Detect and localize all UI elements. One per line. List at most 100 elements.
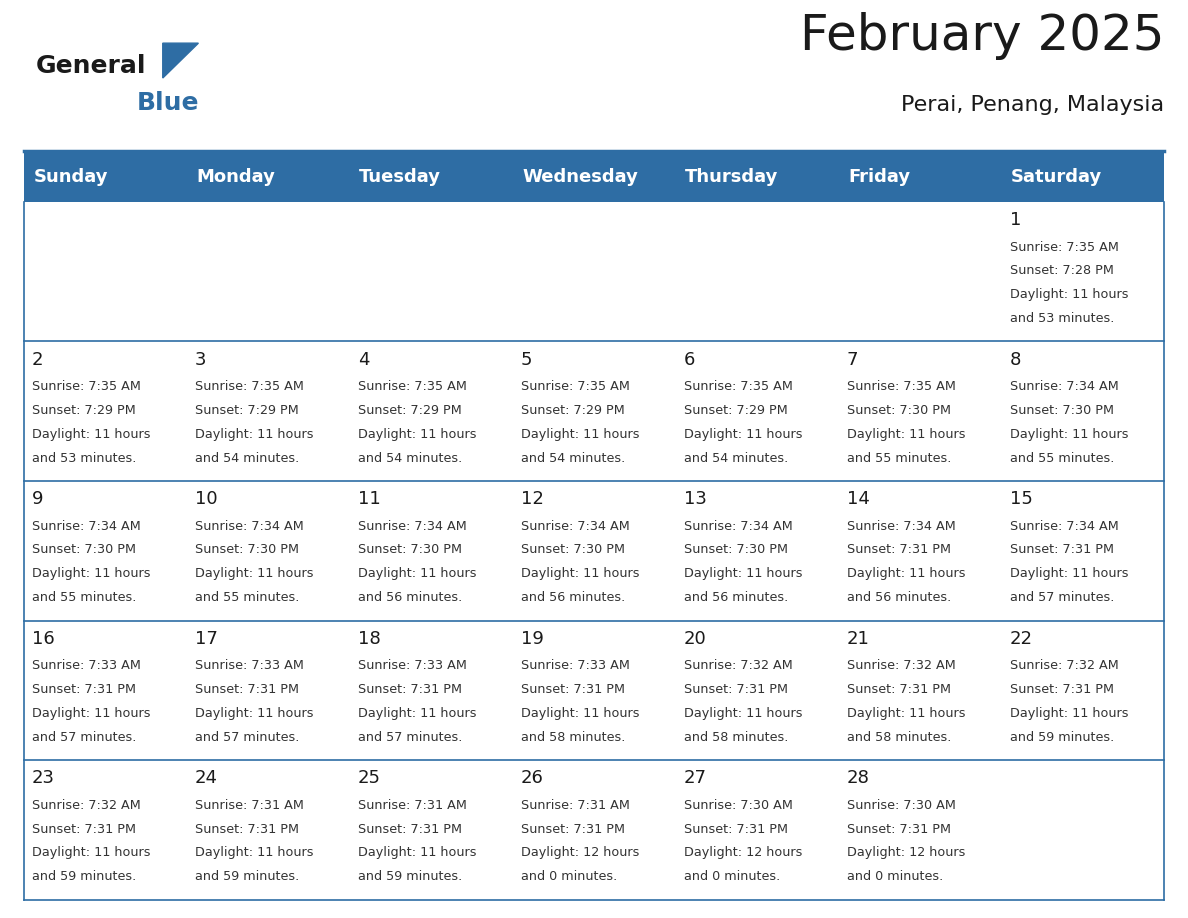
- Text: 18: 18: [358, 630, 380, 648]
- Text: Wednesday: Wednesday: [522, 168, 638, 185]
- Text: Sunrise: 7:31 AM: Sunrise: 7:31 AM: [195, 799, 304, 812]
- Text: Sunset: 7:30 PM: Sunset: 7:30 PM: [358, 543, 462, 556]
- Text: and 58 minutes.: and 58 minutes.: [520, 731, 625, 744]
- Text: and 57 minutes.: and 57 minutes.: [32, 731, 137, 744]
- Text: Sunrise: 7:35 AM: Sunrise: 7:35 AM: [847, 380, 955, 393]
- Text: Blue: Blue: [137, 91, 200, 115]
- Text: and 57 minutes.: and 57 minutes.: [358, 731, 462, 744]
- Text: Sunset: 7:31 PM: Sunset: 7:31 PM: [195, 683, 299, 696]
- Text: Daylight: 11 hours: Daylight: 11 hours: [1010, 428, 1129, 441]
- Text: Saturday: Saturday: [1011, 168, 1102, 185]
- Text: and 54 minutes.: and 54 minutes.: [520, 452, 625, 465]
- Text: Sunrise: 7:34 AM: Sunrise: 7:34 AM: [847, 520, 955, 532]
- Text: Sunset: 7:29 PM: Sunset: 7:29 PM: [684, 404, 788, 417]
- Text: Sunrise: 7:34 AM: Sunrise: 7:34 AM: [1010, 380, 1118, 393]
- Text: Sunset: 7:30 PM: Sunset: 7:30 PM: [195, 543, 299, 556]
- Text: and 55 minutes.: and 55 minutes.: [847, 452, 952, 465]
- Text: and 0 minutes.: and 0 minutes.: [684, 870, 781, 883]
- Text: Daylight: 11 hours: Daylight: 11 hours: [195, 428, 314, 441]
- Text: 6: 6: [684, 351, 695, 369]
- Text: General: General: [36, 54, 146, 78]
- Text: Sunset: 7:31 PM: Sunset: 7:31 PM: [195, 823, 299, 835]
- Text: 23: 23: [32, 769, 55, 788]
- Text: 15: 15: [1010, 490, 1032, 509]
- Text: and 54 minutes.: and 54 minutes.: [358, 452, 462, 465]
- Text: Daylight: 11 hours: Daylight: 11 hours: [520, 707, 639, 720]
- Text: Daylight: 11 hours: Daylight: 11 hours: [358, 707, 476, 720]
- Text: Sunrise: 7:33 AM: Sunrise: 7:33 AM: [32, 659, 141, 672]
- Text: Sunrise: 7:33 AM: Sunrise: 7:33 AM: [195, 659, 304, 672]
- Text: Daylight: 11 hours: Daylight: 11 hours: [684, 428, 802, 441]
- Text: 28: 28: [847, 769, 870, 788]
- Text: Sunset: 7:31 PM: Sunset: 7:31 PM: [32, 823, 137, 835]
- Text: and 55 minutes.: and 55 minutes.: [32, 591, 137, 604]
- Text: Daylight: 11 hours: Daylight: 11 hours: [32, 428, 151, 441]
- Text: Daylight: 11 hours: Daylight: 11 hours: [1010, 288, 1129, 301]
- Text: Sunset: 7:31 PM: Sunset: 7:31 PM: [1010, 543, 1113, 556]
- Text: Sunset: 7:31 PM: Sunset: 7:31 PM: [520, 683, 625, 696]
- Text: and 55 minutes.: and 55 minutes.: [1010, 452, 1114, 465]
- Text: 11: 11: [358, 490, 380, 509]
- Text: Sunset: 7:30 PM: Sunset: 7:30 PM: [32, 543, 137, 556]
- Text: and 58 minutes.: and 58 minutes.: [684, 731, 788, 744]
- Text: and 59 minutes.: and 59 minutes.: [1010, 731, 1114, 744]
- Text: Daylight: 11 hours: Daylight: 11 hours: [195, 567, 314, 580]
- Text: Sunset: 7:31 PM: Sunset: 7:31 PM: [684, 683, 788, 696]
- Text: Sunrise: 7:32 AM: Sunrise: 7:32 AM: [1010, 659, 1118, 672]
- Text: Sunset: 7:28 PM: Sunset: 7:28 PM: [1010, 264, 1113, 277]
- Text: Thursday: Thursday: [685, 168, 778, 185]
- Text: Sunrise: 7:35 AM: Sunrise: 7:35 AM: [520, 380, 630, 393]
- Text: Sunset: 7:30 PM: Sunset: 7:30 PM: [847, 404, 950, 417]
- Text: Sunset: 7:31 PM: Sunset: 7:31 PM: [32, 683, 137, 696]
- Text: 3: 3: [195, 351, 207, 369]
- Text: Sunset: 7:31 PM: Sunset: 7:31 PM: [520, 823, 625, 835]
- Text: 21: 21: [847, 630, 870, 648]
- Text: Sunrise: 7:33 AM: Sunrise: 7:33 AM: [358, 659, 467, 672]
- Text: Sunset: 7:31 PM: Sunset: 7:31 PM: [847, 543, 950, 556]
- Text: 25: 25: [358, 769, 381, 788]
- Text: and 59 minutes.: and 59 minutes.: [358, 870, 462, 883]
- Text: Sunset: 7:29 PM: Sunset: 7:29 PM: [520, 404, 625, 417]
- Text: Daylight: 11 hours: Daylight: 11 hours: [1010, 707, 1129, 720]
- Text: 1: 1: [1010, 211, 1020, 230]
- Text: Sunset: 7:29 PM: Sunset: 7:29 PM: [358, 404, 462, 417]
- Text: 16: 16: [32, 630, 55, 648]
- Text: Tuesday: Tuesday: [359, 168, 441, 185]
- Text: February 2025: February 2025: [800, 12, 1164, 60]
- Text: Sunrise: 7:35 AM: Sunrise: 7:35 AM: [195, 380, 304, 393]
- Text: Sunrise: 7:33 AM: Sunrise: 7:33 AM: [520, 659, 630, 672]
- Text: Sunrise: 7:34 AM: Sunrise: 7:34 AM: [195, 520, 304, 532]
- Text: and 59 minutes.: and 59 minutes.: [32, 870, 137, 883]
- Text: Sunset: 7:31 PM: Sunset: 7:31 PM: [847, 683, 950, 696]
- Text: 19: 19: [520, 630, 544, 648]
- Text: Daylight: 11 hours: Daylight: 11 hours: [195, 846, 314, 859]
- Text: 14: 14: [847, 490, 870, 509]
- Text: and 57 minutes.: and 57 minutes.: [1010, 591, 1114, 604]
- Text: Daylight: 11 hours: Daylight: 11 hours: [358, 846, 476, 859]
- Text: 9: 9: [32, 490, 44, 509]
- Text: 10: 10: [195, 490, 217, 509]
- Text: and 53 minutes.: and 53 minutes.: [1010, 312, 1114, 325]
- Text: 13: 13: [684, 490, 707, 509]
- Text: 4: 4: [358, 351, 369, 369]
- Text: Daylight: 11 hours: Daylight: 11 hours: [520, 428, 639, 441]
- Text: 27: 27: [684, 769, 707, 788]
- Text: and 53 minutes.: and 53 minutes.: [32, 452, 137, 465]
- Text: Sunset: 7:31 PM: Sunset: 7:31 PM: [1010, 683, 1113, 696]
- Text: Daylight: 11 hours: Daylight: 11 hours: [847, 428, 965, 441]
- Text: 7: 7: [847, 351, 858, 369]
- Text: Sunrise: 7:34 AM: Sunrise: 7:34 AM: [520, 520, 630, 532]
- Text: Daylight: 11 hours: Daylight: 11 hours: [32, 846, 151, 859]
- Text: Sunset: 7:30 PM: Sunset: 7:30 PM: [1010, 404, 1113, 417]
- Text: Sunset: 7:31 PM: Sunset: 7:31 PM: [684, 823, 788, 835]
- Text: Daylight: 12 hours: Daylight: 12 hours: [520, 846, 639, 859]
- Text: Sunrise: 7:32 AM: Sunrise: 7:32 AM: [32, 799, 141, 812]
- Text: Daylight: 11 hours: Daylight: 11 hours: [358, 428, 476, 441]
- Text: Sunday: Sunday: [33, 168, 108, 185]
- Text: Sunrise: 7:30 AM: Sunrise: 7:30 AM: [684, 799, 792, 812]
- Text: Daylight: 11 hours: Daylight: 11 hours: [520, 567, 639, 580]
- Text: and 58 minutes.: and 58 minutes.: [847, 731, 952, 744]
- Text: Sunrise: 7:31 AM: Sunrise: 7:31 AM: [358, 799, 467, 812]
- Text: and 55 minutes.: and 55 minutes.: [195, 591, 299, 604]
- Text: and 54 minutes.: and 54 minutes.: [684, 452, 788, 465]
